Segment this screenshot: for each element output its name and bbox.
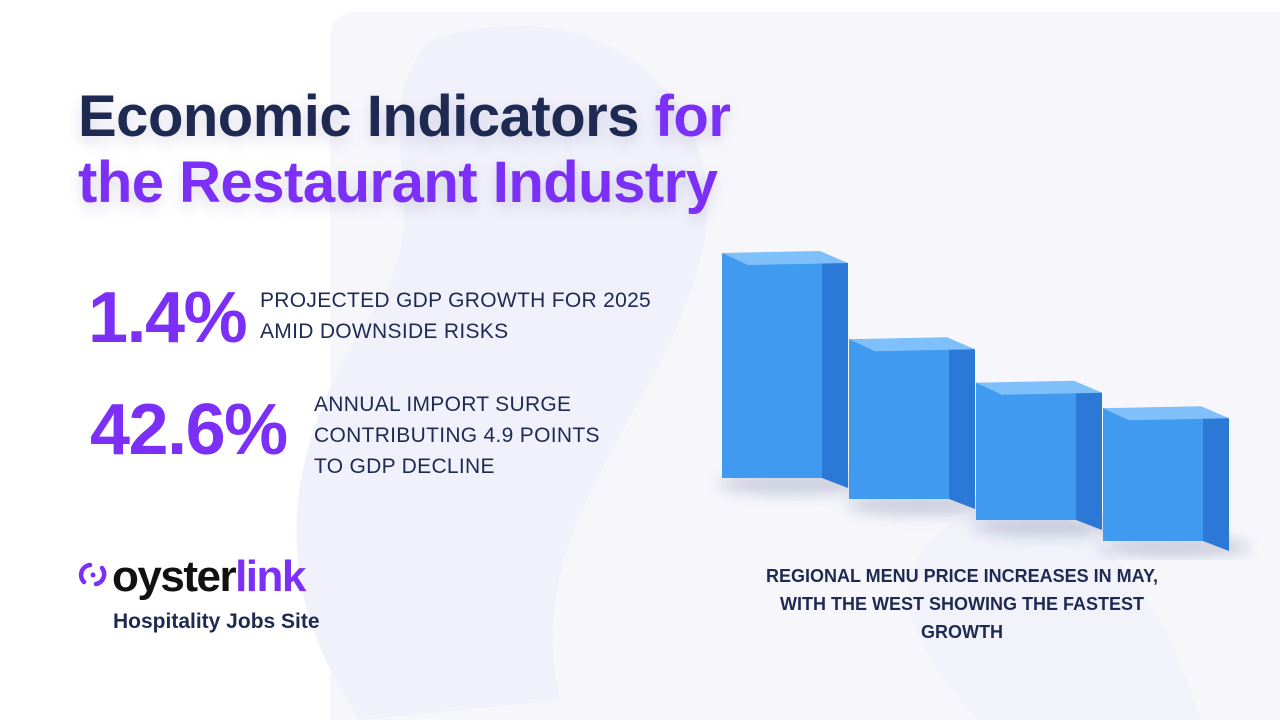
bar-2 (849, 337, 975, 509)
logo-wordmark: oysterlink (112, 552, 306, 602)
stat-description-line: TO GDP DECLINE (314, 455, 495, 478)
bar-top-face (1103, 406, 1229, 421)
bar-front-face (976, 382, 1076, 520)
oysterlink-logo[interactable]: oysterlink Hospitality Jobs Site (78, 552, 378, 638)
bar-side-face (949, 339, 975, 509)
stat-value: 42.6% (90, 390, 288, 470)
bar-front-face (1103, 408, 1203, 541)
logo-word-part2: link (235, 552, 306, 601)
title-part-dark: Economic Indicators (78, 84, 639, 149)
stat-description: ANNUAL IMPORT SURGE CONTRIBUTING 4.9 POI… (314, 389, 600, 482)
bar-side-face (822, 253, 848, 488)
chart-caption: REGIONAL MENU PRICE INCREASES IN MAY, WI… (765, 566, 1159, 642)
stat-value: 1.4% (88, 278, 248, 358)
stat-description-line: PROJECTED GDP GROWTH FOR 2025 (260, 289, 652, 312)
bar-side-face (1076, 382, 1102, 530)
bar-front-face (722, 253, 822, 478)
bar-top-face (976, 380, 1102, 395)
stat-description-line: CONTRIBUTING 4.9 POINTS (314, 424, 600, 447)
bar-side-face (1203, 408, 1229, 551)
bar-front-face (849, 339, 949, 499)
bar-top-face (722, 251, 848, 265)
bar-top-face (849, 337, 975, 352)
oysterlink-swirl-icon (78, 562, 107, 587)
page-title: Economic Indicators for the Restaurant I… (78, 84, 758, 216)
logo-tagline: Hospitality Jobs Site (113, 610, 320, 633)
title-part-accent: for the Restaurant Industry (78, 84, 731, 215)
logo-word-part1: oyster (112, 552, 237, 601)
stat-description-line: ANNUAL IMPORT SURGE (314, 393, 572, 416)
bar-1 (722, 251, 848, 488)
bar-3 (976, 380, 1102, 530)
bar-4 (1103, 406, 1229, 551)
stat-description: PROJECTED GDP GROWTH FOR 2025 AMID DOWNS… (260, 285, 651, 347)
stat-description-line: AMID DOWNSIDE RISKS (260, 320, 509, 343)
bar-chart (719, 251, 1250, 557)
